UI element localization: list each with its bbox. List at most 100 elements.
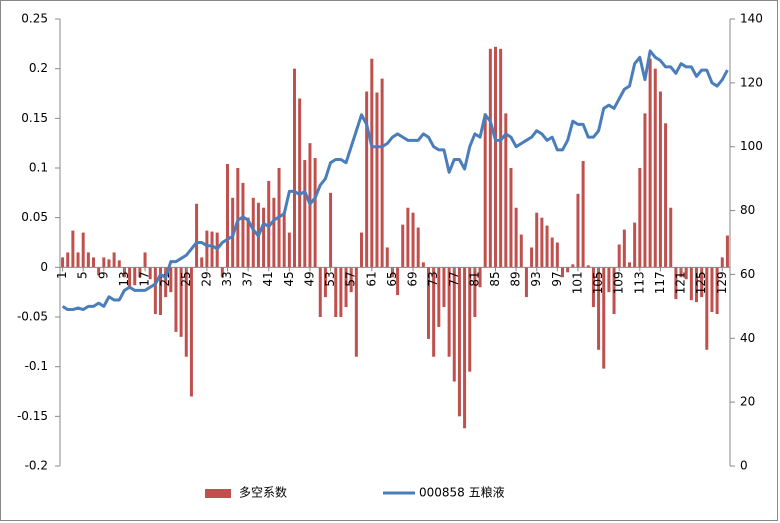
x-tick-label: 57 <box>344 271 358 286</box>
bar <box>514 207 518 268</box>
bar <box>200 257 204 268</box>
x-tick-label: 69 <box>406 271 420 286</box>
bar <box>339 267 343 317</box>
bar <box>674 267 678 300</box>
x-tick-label: 45 <box>282 271 296 286</box>
bar <box>488 48 492 268</box>
bar <box>272 197 276 268</box>
bar <box>169 267 173 293</box>
x-tick-label: 65 <box>385 271 399 286</box>
bar <box>318 267 322 317</box>
bar <box>287 232 291 268</box>
bar <box>411 212 415 268</box>
bar <box>509 168 513 268</box>
bar <box>390 267 394 278</box>
bar <box>695 267 698 303</box>
bar <box>468 267 472 372</box>
bar <box>622 229 626 268</box>
bar <box>148 267 152 280</box>
bar <box>720 257 724 268</box>
x-tick-label: 29 <box>199 271 213 286</box>
bar <box>504 113 508 268</box>
bar <box>689 267 693 301</box>
y-tick-label: 0 <box>40 260 48 274</box>
x-tick-label: 129 <box>715 271 729 294</box>
x-tick-label: 61 <box>364 271 378 286</box>
y2-tick-label: 120 <box>740 75 763 89</box>
bar <box>267 180 271 268</box>
bar <box>323 267 327 298</box>
bar <box>375 92 379 268</box>
x-tick-label: 81 <box>467 271 481 286</box>
bar <box>669 207 673 268</box>
bar <box>102 257 106 268</box>
bar <box>494 46 497 268</box>
bar <box>432 267 436 357</box>
bar <box>396 267 400 296</box>
bar <box>427 267 430 339</box>
bar <box>220 267 224 278</box>
bar <box>591 267 595 308</box>
x-tick-label: 113 <box>632 271 646 294</box>
x-tick-label: 73 <box>426 271 440 286</box>
bar <box>416 227 420 268</box>
x-tick-label: 89 <box>509 271 523 286</box>
bar <box>710 267 714 313</box>
bar <box>246 217 250 268</box>
bar <box>349 267 353 293</box>
bar <box>293 68 296 268</box>
bar <box>499 48 503 268</box>
bar <box>329 192 333 268</box>
bar <box>313 158 317 268</box>
bar <box>566 267 570 273</box>
bar <box>715 267 719 315</box>
bar <box>360 232 363 268</box>
bar <box>473 267 477 317</box>
y-tick-label: -0.2 <box>25 459 48 473</box>
x-tick-label: 77 <box>447 271 461 286</box>
x-tick-label: 125 <box>694 271 708 294</box>
bar <box>210 231 214 268</box>
bar <box>561 267 564 278</box>
y2-tick-label: 60 <box>740 267 755 281</box>
bar <box>442 267 446 308</box>
y2-tick-label: 0 <box>740 459 748 473</box>
bar <box>205 230 209 268</box>
bar <box>452 267 456 382</box>
bar <box>81 232 85 268</box>
bar <box>519 234 523 268</box>
bar <box>483 113 487 268</box>
bar <box>153 267 157 315</box>
line <box>61 49 729 312</box>
y2-tick-label: 40 <box>740 331 755 345</box>
bar <box>576 193 580 268</box>
x-tick-label: 9 <box>96 271 110 279</box>
bar <box>679 267 683 278</box>
bar <box>143 252 147 268</box>
bar <box>236 168 240 268</box>
bar <box>128 267 132 288</box>
bar <box>251 197 255 268</box>
bar <box>540 217 544 268</box>
y-tick-label: -0.05 <box>17 310 48 324</box>
bar <box>86 252 90 268</box>
bar <box>117 260 121 268</box>
bar <box>262 207 266 268</box>
x-tick-label: 53 <box>323 271 337 286</box>
y2-tick-label: 20 <box>740 395 755 409</box>
bar <box>195 203 199 268</box>
bar <box>179 267 183 337</box>
y2-tick-label: 140 <box>740 12 763 26</box>
bar <box>684 267 688 280</box>
legend-swatch <box>205 489 231 498</box>
x-tick-label: 109 <box>612 271 626 294</box>
legend-label: 多空系数 <box>239 485 287 500</box>
x-tick-label: 25 <box>179 271 193 286</box>
x-tick-label: 97 <box>550 271 564 286</box>
x-tick-label: 37 <box>241 271 255 286</box>
bar <box>535 212 539 268</box>
x-tick-label: 5 <box>76 271 90 279</box>
bar <box>365 91 369 268</box>
bar <box>638 168 642 268</box>
